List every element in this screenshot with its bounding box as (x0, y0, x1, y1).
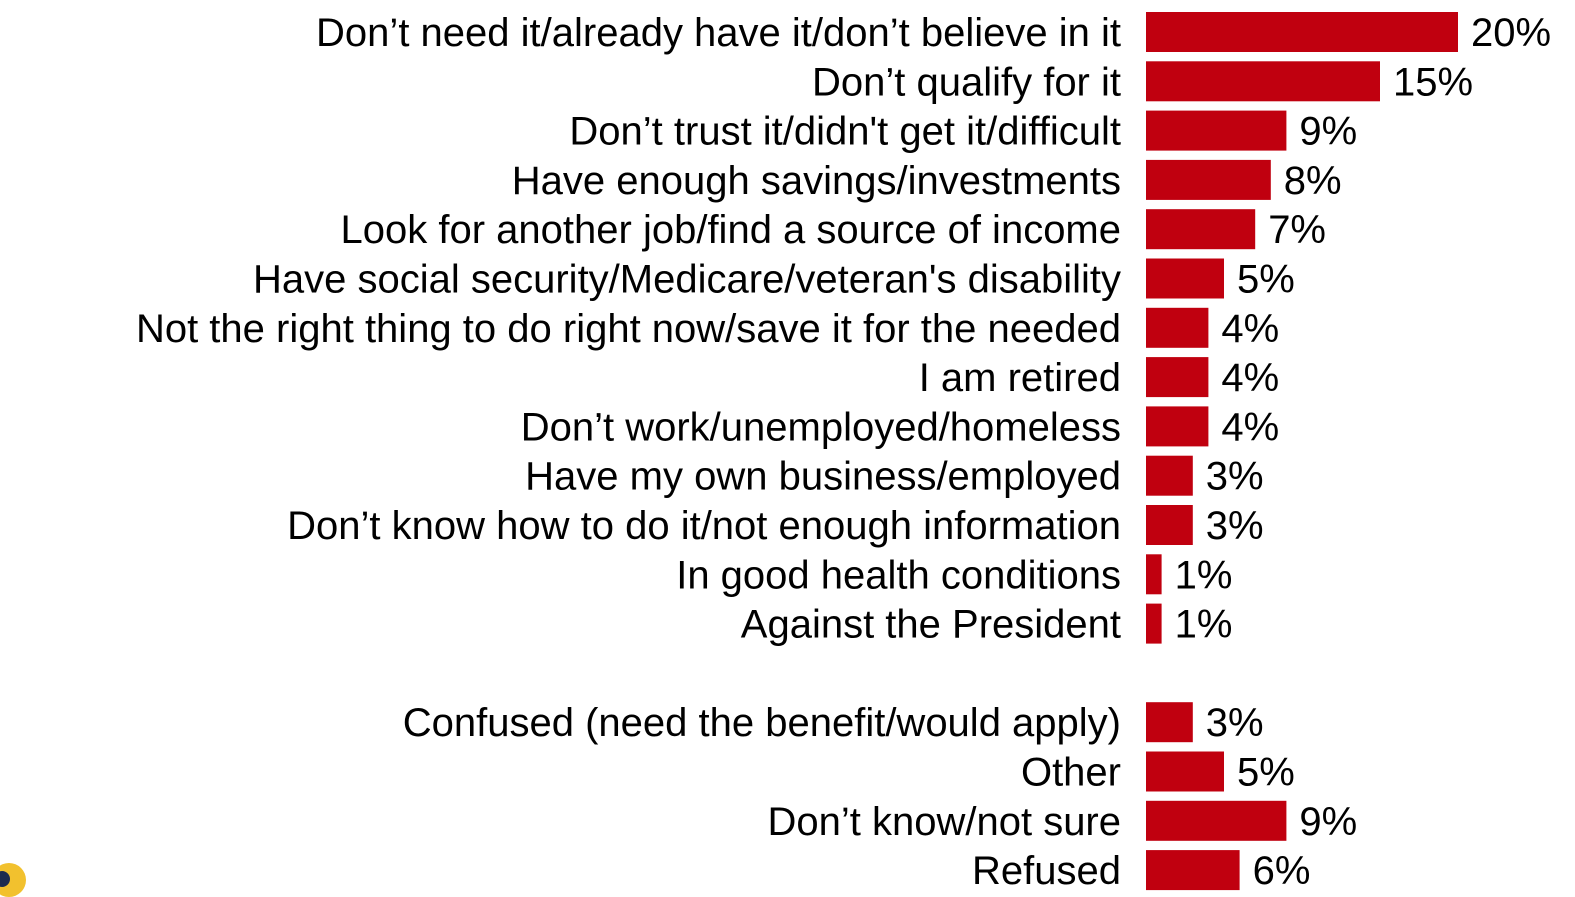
bar (1146, 751, 1224, 792)
bar (1146, 455, 1193, 496)
category-label: Don’t know how to do it/not enough infor… (287, 504, 1121, 548)
category-label: I am retired (919, 356, 1121, 400)
value-label: 7% (1268, 208, 1326, 252)
bar (1146, 702, 1193, 743)
bar-row: Confused (need the benefit/would apply) 3… (403, 701, 1264, 745)
category-label: Refused (972, 849, 1121, 893)
value-label: 4% (1221, 356, 1279, 400)
bar-row: I am retired 4% (919, 356, 1280, 400)
bars-layer: Don’t need it/already have it/don’t beli… (136, 11, 1551, 893)
bar-row: Don’t need it/already have it/don’t beli… (316, 11, 1551, 55)
bar-row: Have my own business/employed 3% (525, 455, 1263, 499)
bar (1146, 307, 1209, 348)
value-label: 4% (1221, 307, 1279, 351)
bar-row: Look for another job/find a source of in… (341, 208, 1326, 252)
bar-row: Have social security/Medicare/veteran's … (253, 258, 1295, 302)
bar-row: Not the right thing to do right now/save… (136, 307, 1279, 351)
value-label: 1% (1175, 553, 1233, 597)
category-label: Look for another job/find a source of in… (341, 208, 1121, 252)
category-label: Have enough savings/investments (512, 159, 1121, 203)
logo-icon (0, 863, 26, 897)
bar (1146, 110, 1287, 151)
bar (1146, 850, 1240, 891)
value-label: 15% (1393, 60, 1473, 104)
value-label: 3% (1206, 455, 1264, 499)
category-label: Confused (need the benefit/would apply) (403, 701, 1121, 745)
category-label: Don’t need it/already have it/don’t beli… (316, 11, 1121, 55)
category-label: Have my own business/employed (525, 455, 1121, 499)
bar (1146, 505, 1193, 545)
bar (1146, 258, 1224, 299)
value-label: 1% (1175, 603, 1233, 647)
category-label: Against the President (741, 603, 1121, 647)
bar (1146, 12, 1458, 52)
bar (1146, 209, 1256, 250)
value-label: 6% (1253, 849, 1311, 893)
value-label: 3% (1206, 504, 1264, 548)
category-label: Don’t work/unemployed/homeless (521, 405, 1121, 449)
category-label: Don’t qualify for it (812, 60, 1121, 104)
category-label: Other (1021, 751, 1121, 795)
value-label: 9% (1299, 110, 1357, 154)
bar (1146, 603, 1162, 644)
value-label: 9% (1299, 800, 1357, 844)
category-label: Not the right thing to do right now/save… (136, 307, 1121, 351)
bar-row: Don’t qualify for it 15% (812, 60, 1473, 104)
category-label: Have social security/Medicare/veteran's … (253, 258, 1121, 302)
value-label: 20% (1471, 11, 1551, 55)
bar-row: Don’t trust it/didn't get it/difficult 9% (569, 110, 1357, 154)
bar (1146, 800, 1287, 841)
bar (1146, 406, 1209, 447)
value-label: 4% (1221, 405, 1279, 449)
bar-row: Don’t know how to do it/not enough infor… (287, 504, 1263, 548)
bar-row: In good health conditions 1% (676, 553, 1232, 597)
bar-row: Don’t know/not sure 9% (767, 800, 1357, 844)
category-label: Don’t know/not sure (767, 800, 1121, 844)
bar (1146, 159, 1271, 200)
value-label: 5% (1237, 258, 1295, 302)
bar (1146, 61, 1380, 102)
bar (1146, 554, 1162, 595)
value-label: 8% (1284, 159, 1342, 203)
bar-row: Refused 6% (972, 849, 1310, 893)
bar-row: Have enough savings/investments 8% (512, 159, 1342, 203)
bar-row: Against the President 1% (741, 603, 1233, 647)
bar-row: Other 5% (1021, 751, 1295, 795)
bar-row: Don’t work/unemployed/homeless 4% (521, 405, 1280, 449)
category-label: Don’t trust it/didn't get it/difficult (569, 110, 1121, 154)
value-label: 5% (1237, 751, 1295, 795)
value-label: 3% (1206, 701, 1264, 745)
bar (1146, 357, 1209, 398)
category-label: In good health conditions (676, 553, 1121, 597)
